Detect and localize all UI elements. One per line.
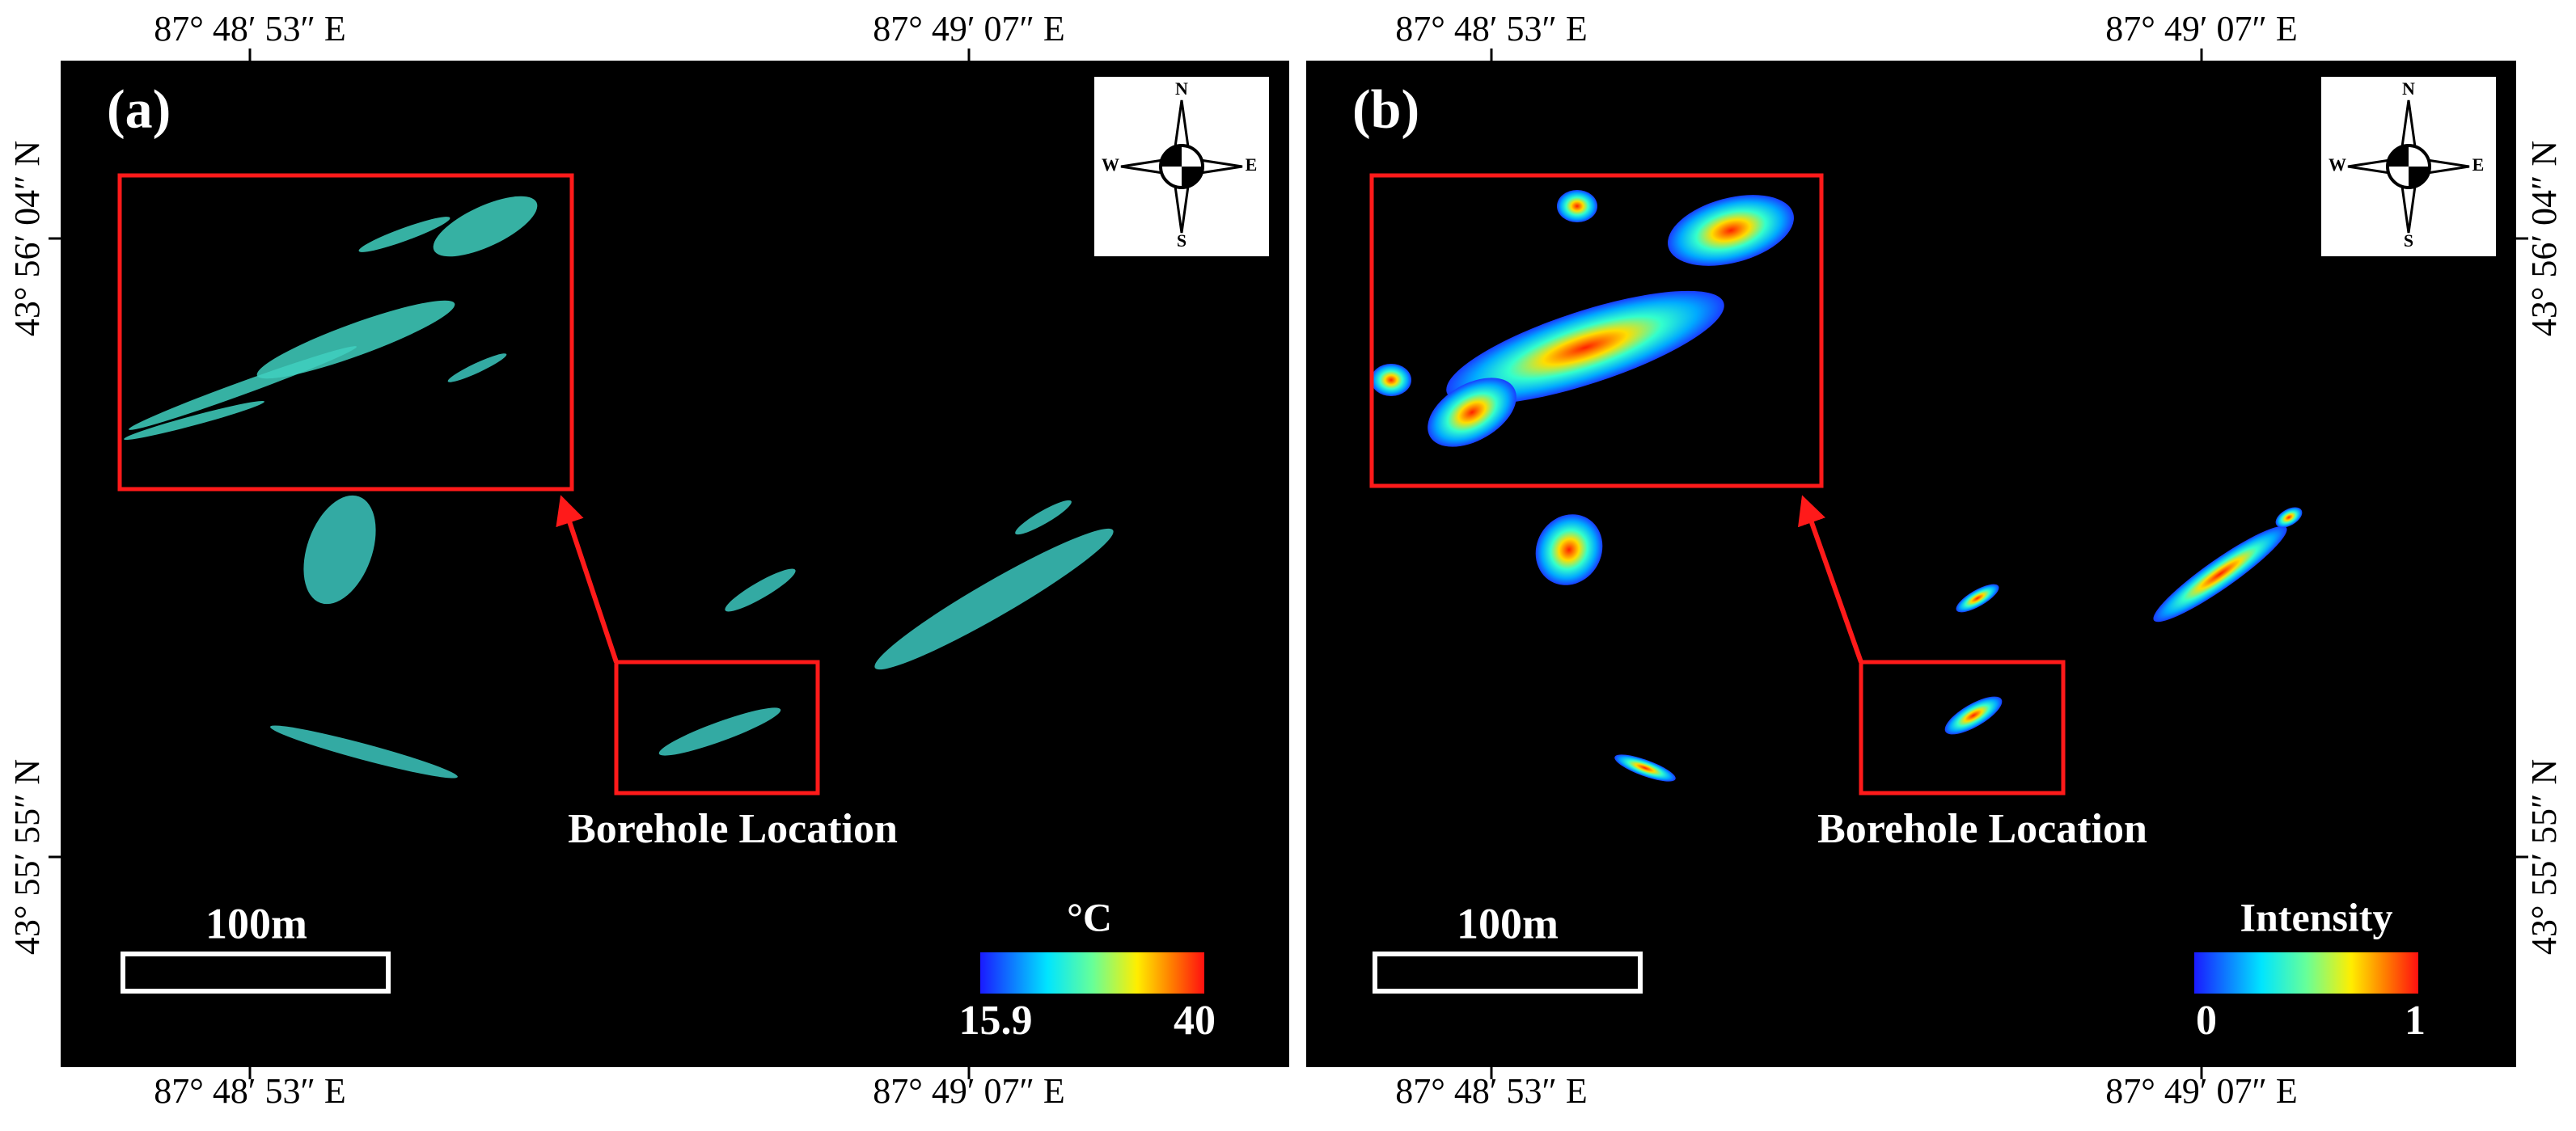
scale-bar <box>1373 952 1643 994</box>
lat-label: 43° 56′ 04″ N <box>7 141 47 336</box>
anomaly <box>1668 195 1794 266</box>
anomaly <box>2275 507 2303 528</box>
compass-quarter <box>2388 146 2430 188</box>
anomaly <box>1015 500 1072 535</box>
compass-s: S <box>1177 230 1186 251</box>
annotation: Borehole Location <box>1817 806 2147 852</box>
anomaly <box>1944 696 2003 735</box>
scale-bar <box>121 952 391 994</box>
compass-w: W <box>2329 154 2346 175</box>
compass-n: N <box>2402 78 2415 99</box>
lat-label: 43° 55′ 55″ N <box>7 759 47 955</box>
colorbar <box>980 952 1204 994</box>
inset-frame <box>1369 173 1824 488</box>
annotation: Borehole Location <box>568 806 898 852</box>
anomaly <box>358 217 450 252</box>
inset-frame <box>117 173 574 492</box>
anomaly <box>1535 514 1603 585</box>
colorbar-max: 40 <box>1174 998 1216 1044</box>
arrow <box>556 495 619 663</box>
lon-label: 87° 48′ 53″ E <box>154 9 345 49</box>
map-panel: 87° 48′ 53″ E 87° 49′ 07″ E 87° 48′ 53″ E 8… <box>1306 9 2564 1111</box>
anomaly <box>1428 378 1516 447</box>
lon-label: 87° 48′ 53″ E <box>1395 1071 1587 1111</box>
anomaly <box>1956 584 1999 613</box>
anomaly <box>1371 364 1411 396</box>
anomaly <box>725 568 796 612</box>
anomaly <box>1446 290 1724 405</box>
panel-label: (b) <box>1352 78 1419 140</box>
compass-s: S <box>2404 230 2413 251</box>
anomaly <box>256 300 455 379</box>
anomaly <box>270 725 458 779</box>
lon-label: 87° 48′ 53″ E <box>1395 9 1587 49</box>
compass-e: E <box>2472 154 2485 175</box>
anomaly <box>433 196 538 257</box>
map-frame <box>1306 61 2516 1067</box>
lon-label: 87° 48′ 53″ E <box>154 1071 345 1111</box>
anomaly <box>303 495 376 605</box>
lon-label: 87° 49′ 07″ E <box>2105 1071 2297 1111</box>
lon-label: 87° 49′ 07″ E <box>873 1071 1064 1111</box>
lat-label: 43° 56′ 04″ N <box>2524 141 2564 336</box>
lon-label: 87° 49′ 07″ E <box>873 9 1064 49</box>
anomaly <box>2153 525 2287 622</box>
anomaly <box>124 400 264 441</box>
borehole-box <box>1859 660 2066 795</box>
colorbar-title: °C <box>1067 894 1112 939</box>
colorbar-min: 15.9 <box>959 998 1033 1044</box>
compass-w: W <box>1102 154 1119 175</box>
compass-e: E <box>1246 154 1258 175</box>
anomaly <box>874 528 1114 670</box>
anomaly <box>447 353 507 382</box>
map-panel: 87° 48′ 53″ E 87° 49′ 07″ E 87° 48′ 53″ E 8… <box>7 9 1289 1111</box>
scale-label: 100m <box>1457 899 1559 947</box>
compass-n: N <box>1175 78 1188 99</box>
compass-quarter <box>1161 146 1203 188</box>
panel-label: (a) <box>107 78 171 140</box>
colorbar-max: 1 <box>2405 998 2426 1044</box>
colorbar-min: 0 <box>2196 998 2217 1044</box>
map-frame <box>61 61 1289 1067</box>
lat-label: 43° 55′ 55″ N <box>2524 759 2564 955</box>
colorbar-title: Intensity <box>2240 894 2393 939</box>
anomaly <box>1614 754 1676 782</box>
anomaly <box>1557 190 1597 222</box>
lon-label: 87° 49′ 07″ E <box>2105 9 2297 49</box>
anomaly <box>658 707 781 756</box>
anomaly <box>129 346 357 430</box>
arrow <box>1798 495 1863 663</box>
borehole-box <box>614 660 820 795</box>
scale-label: 100m <box>205 899 307 947</box>
colorbar <box>2194 952 2418 994</box>
